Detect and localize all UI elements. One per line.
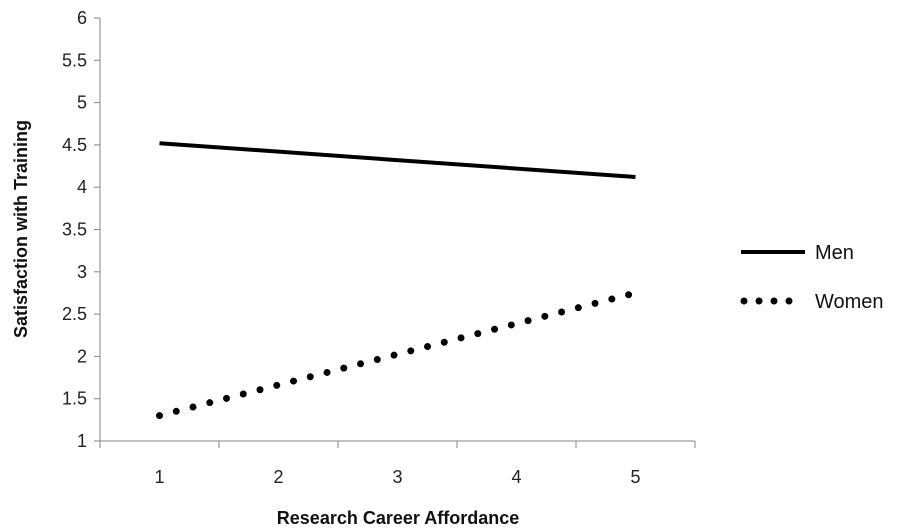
x-axis-ticks: 1 2 3 4 5 [99,441,696,487]
y-tick-label: 3.5 [62,220,87,240]
y-tick-label: 1.5 [62,389,87,409]
x-tick-label: 1 [154,467,164,487]
x-tick-label: 3 [392,467,402,487]
y-tick-label: 1 [77,431,87,451]
legend-label-men: Men [815,242,854,264]
series-line-women [156,289,639,420]
x-tick-label: 4 [511,467,521,487]
y-tick-label: 2 [77,346,87,366]
x-tick-label: 5 [630,467,640,487]
legend-label-women: Women [815,291,884,313]
y-tick-label: 2.5 [62,304,87,324]
x-axis-title: Research Career Affordance [277,508,519,528]
x-tick-label: 2 [273,467,283,487]
y-tick-label: 4 [77,177,87,197]
y-tick-label: 4.5 [62,135,87,155]
y-axis-ticks: 1 1.5 2 2.5 3 3.5 4 4.5 5 5.5 6 [62,8,100,451]
y-tick-label: 5.5 [62,50,87,70]
series-line-men [159,141,636,180]
y-tick-label: 6 [77,8,87,28]
y-axis-title: Satisfaction with Training [11,120,31,338]
y-tick-label: 3 [77,262,87,282]
series-lines [156,141,639,420]
y-tick-label: 5 [77,93,87,113]
axes [99,18,695,442]
legend: Men Women [740,242,884,313]
